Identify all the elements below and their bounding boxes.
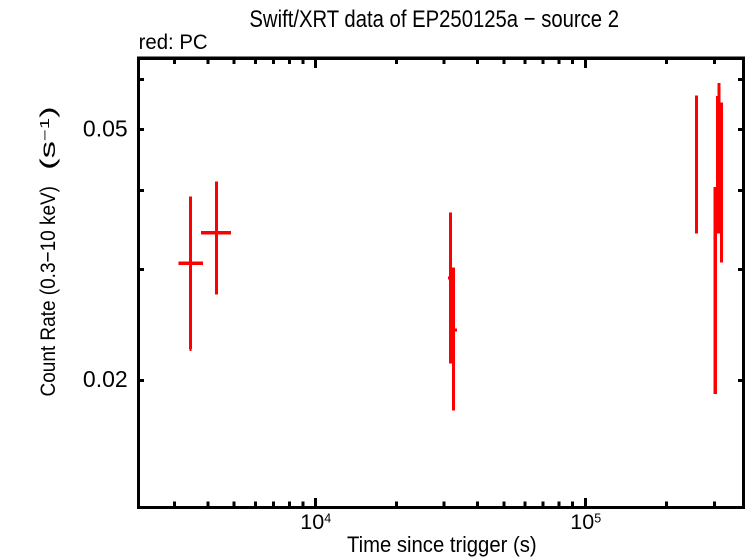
- svg-text:Count Rate (0.3−10 keV): Count Rate (0.3−10 keV): [36, 186, 60, 397]
- svg-text:0.05: 0.05: [83, 115, 128, 141]
- svg-text:Time since trigger (s): Time since trigger (s): [347, 532, 537, 557]
- svg-text:red: PC: red: PC: [139, 30, 208, 54]
- svg-text:Swift/XRT data of EP250125a −: Swift/XRT data of EP250125a − source 2: [249, 6, 619, 33]
- svg-text:0.02: 0.02: [83, 366, 128, 392]
- svg-text:104: 104: [300, 510, 331, 534]
